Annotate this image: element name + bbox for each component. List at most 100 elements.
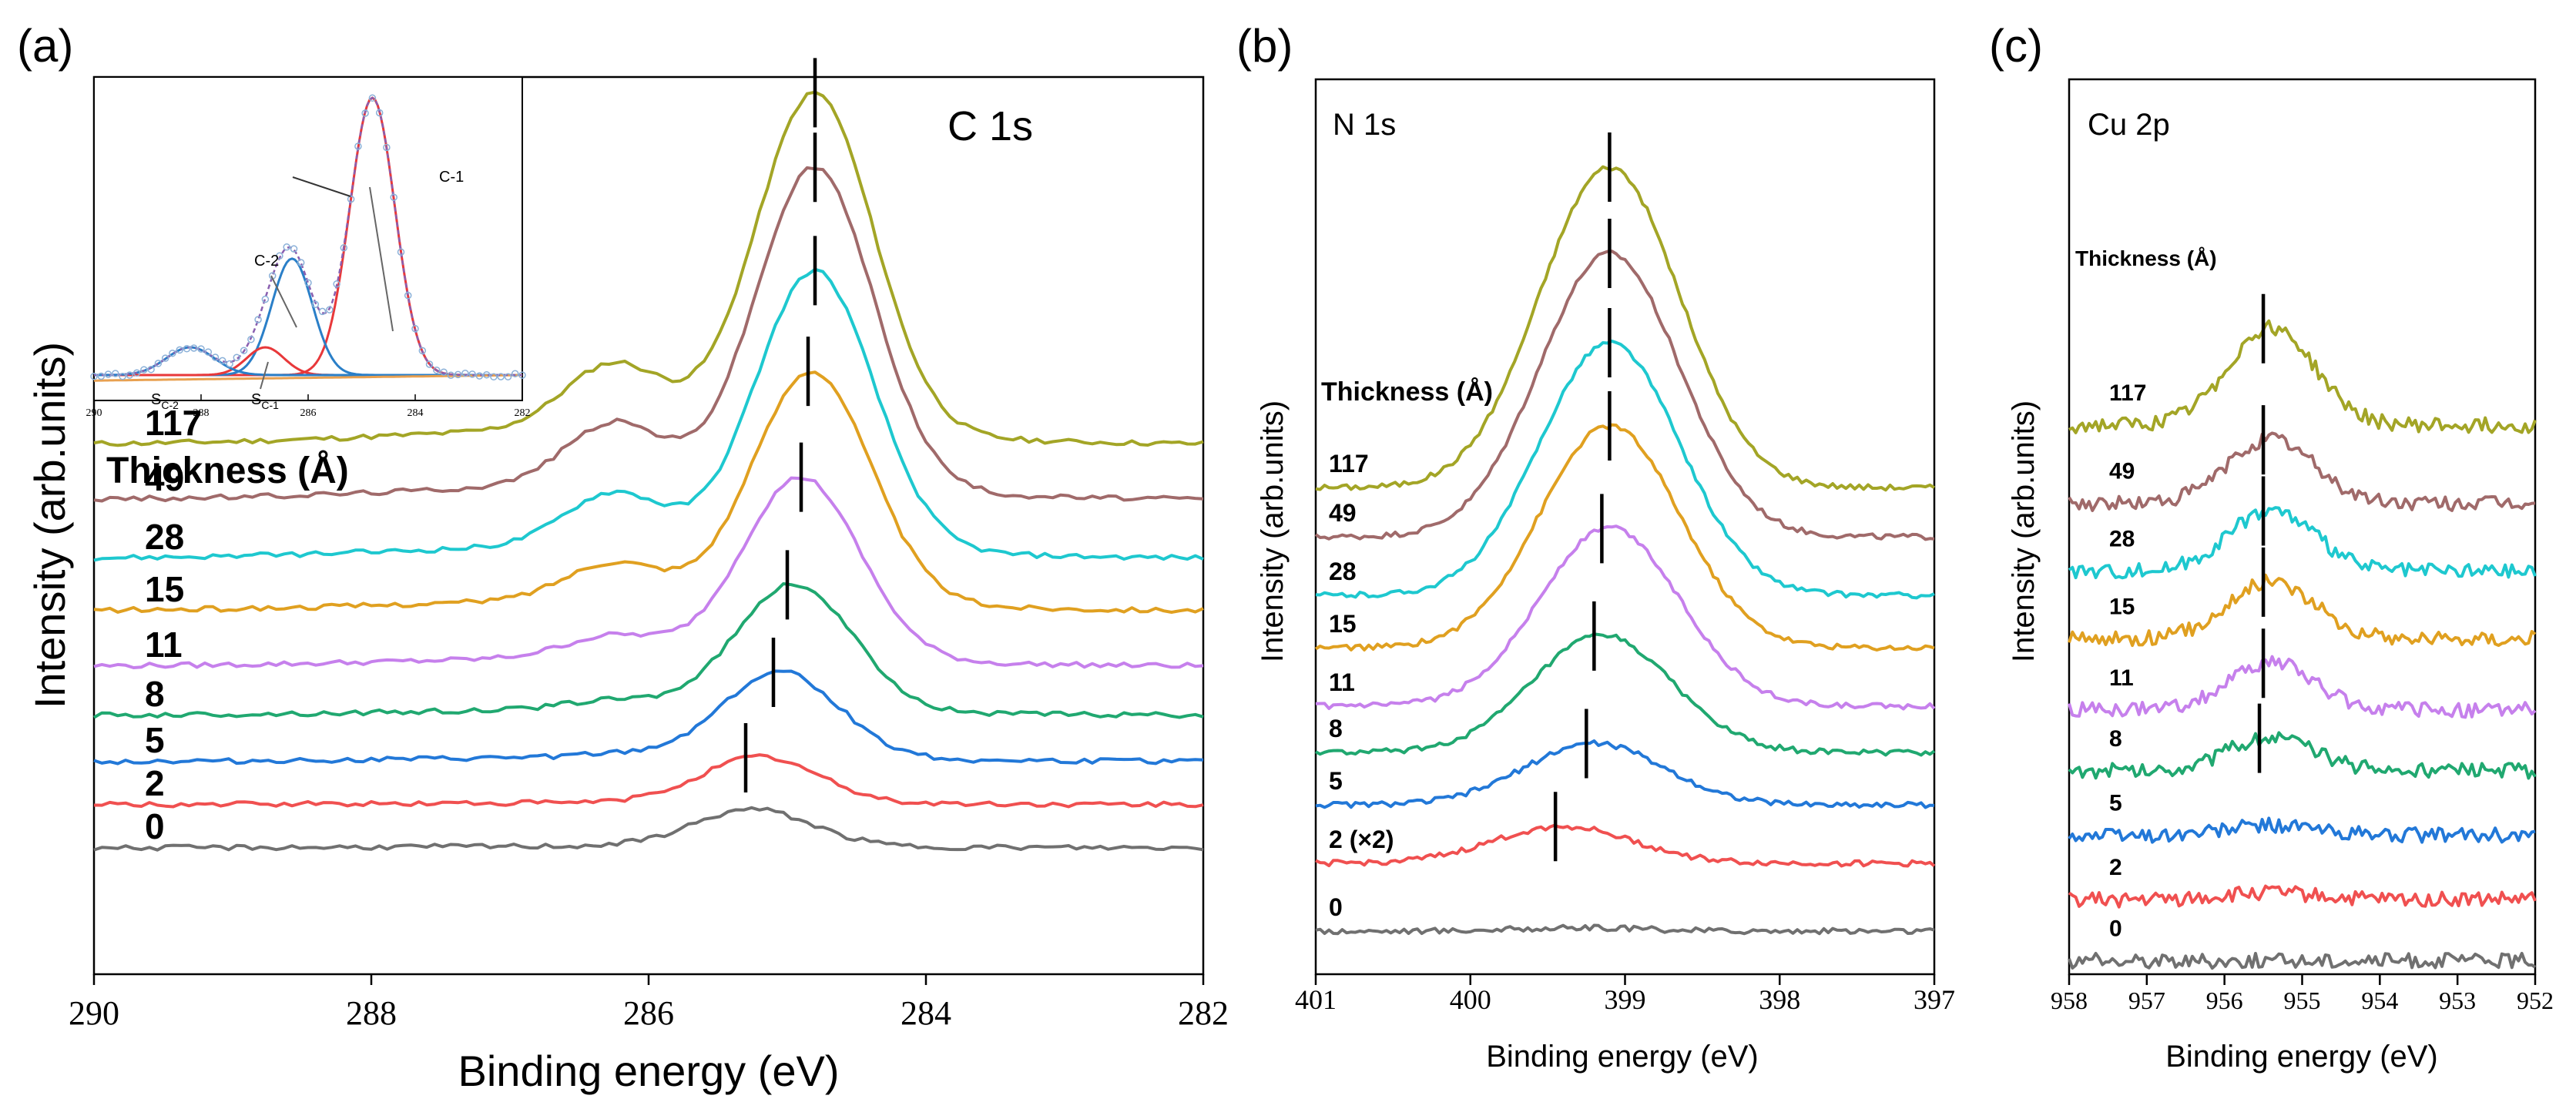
inset-tick-label-284: 284 [408,407,424,419]
c-curve-5 [2068,816,2536,844]
c-curve-2 [2068,884,2537,909]
panel-c-x-ticks: 958 957 956 955 954 953 952 [2051,974,2554,1014]
c-tick-label-956: 956 [2206,987,2243,1014]
inset-data-point [304,279,312,286]
panel-c-curves [2068,319,2537,970]
inset-data-point [440,368,448,376]
c-tick-label-957: 957 [2128,987,2165,1014]
inset-data-point [404,291,412,300]
inset-tick-label-288: 288 [193,407,210,419]
inset-c1-arrow [369,186,394,332]
c-tick-label-953: 953 [2439,987,2476,1014]
inset-label-sc2: SC-2 [151,391,179,411]
inset-data-point [511,370,519,377]
b-thickness-label-8: 8 [1329,715,1343,742]
b-thickness-label-117: 117 [1329,450,1369,477]
panel-b-thickness-labels: 117 49 28 15 11 8 5 2 (×2) 0 [1329,450,1394,921]
c-tick-label-952: 952 [2517,987,2554,1014]
inset-background [94,374,522,382]
c-tick-label-954: 954 [2361,987,2398,1014]
panel-c-title: Cu 2p [2088,108,2170,142]
inset-data-point [290,245,298,253]
panel-b-xlabel: Binding energy (eV) [1486,1040,1759,1074]
inset-data-point [390,193,397,201]
inset-label-c2: C-2 [254,253,279,270]
a-curve-2 [93,753,1204,809]
a-thickness-label-11: 11 [145,625,183,665]
a-tick-label-286: 286 [623,994,674,1032]
inset-frame [93,76,523,401]
panel-a-peak-markers [743,58,817,792]
c-thickness-label-11: 11 [2109,665,2134,691]
inset-data-point [418,347,427,355]
inset-data-point [204,348,213,356]
a-tick-label-284: 284 [901,994,951,1032]
inset-data-point [490,373,498,381]
inset-data-point [147,365,155,374]
a-tick-label-290: 290 [69,994,119,1032]
b-curve-0 [1315,923,1935,936]
inset-data-point [119,372,126,380]
c-curve-0 [2068,951,2537,970]
a-curve-28 [93,267,1204,562]
a-curve-11 [93,476,1204,669]
inset-data-point [354,142,362,150]
b-thickness-label-49: 49 [1329,499,1357,527]
panel-c-ylabel: Intensity (arb.units) [2007,400,2041,662]
inset-data-point [112,370,119,377]
a-thickness-label-0: 0 [145,806,165,846]
b-thickness-label-5: 5 [1329,767,1343,795]
inset-data-point [368,94,377,102]
inset-data-point [154,360,163,367]
panel-b-peak-markers [1553,132,1612,862]
c-thickness-label-49: 49 [2109,458,2135,484]
b-thickness-label-11: 11 [1329,668,1355,696]
inset-data-point [454,370,462,379]
inset-data-point [161,354,169,362]
c-thickness-label-8: 8 [2109,726,2122,752]
inset-data-point [240,347,248,354]
inset-tick-label-282: 282 [515,407,531,419]
c-thickness-label-2: 2 [2109,855,2122,880]
b-tick-label-399: 399 [1605,984,1646,1015]
a-thickness-label-49: 49 [145,458,184,498]
inset-data-point [211,353,220,361]
inset-data-point [340,244,348,252]
b-curve-8 [1315,632,1936,757]
c-curve-28 [2068,506,2537,580]
panel-b-letter: (b) [1236,20,1293,72]
a-thickness-label-15: 15 [145,569,184,609]
panel-a-ylabel: Intensity (arb.units) [25,342,74,709]
inset-data-point [518,371,526,379]
a-thickness-label-8: 8 [145,674,165,714]
panel-a-legend-title: Thickness (Å) [106,450,349,491]
panel-a-thickness-labels: 117 49 28 15 11 8 520 [145,403,202,846]
b-tick-label-398: 398 [1759,984,1800,1015]
inset-data-point [90,372,98,380]
panel-b-legend-title: Thickness (Å) [1321,377,1493,407]
b-tick-label-401: 401 [1295,984,1337,1015]
inset-data-point [425,360,434,368]
a-curve-0 [93,806,1204,852]
inset-data-point [219,357,226,365]
panel-b: (b) 401 400 399 398 397 N 1s Thickness (Å) 1… [1236,20,1955,1074]
a-thickness-label-117: 117 [145,403,202,443]
inset-data-point [461,369,469,377]
inset-data-point [497,373,505,380]
inset-data-point [190,344,198,352]
inset-label-sc1: SC-1 [251,391,279,411]
a-curve-8 [93,582,1204,719]
inset-data-point [482,370,491,379]
inset-data-point [347,195,355,203]
panel-b-curves [1314,165,1936,936]
b-thickness-label-2-2: 2 (×2) [1329,826,1394,853]
c-thickness-label-5: 5 [2109,791,2122,816]
inset-data-point [318,307,327,316]
inset-data-point [383,143,391,152]
inset-data-point [97,372,106,380]
panel-b-x-ticks: 401 400 399 398 397 [1295,974,1955,1015]
panel-c: (c) 958 957 956 955 954 953 952 Cu 2p Thicknes… [1989,20,2554,1074]
c-thickness-label-117: 117 [2109,380,2146,406]
b-curve-2-2 [1315,823,1936,868]
